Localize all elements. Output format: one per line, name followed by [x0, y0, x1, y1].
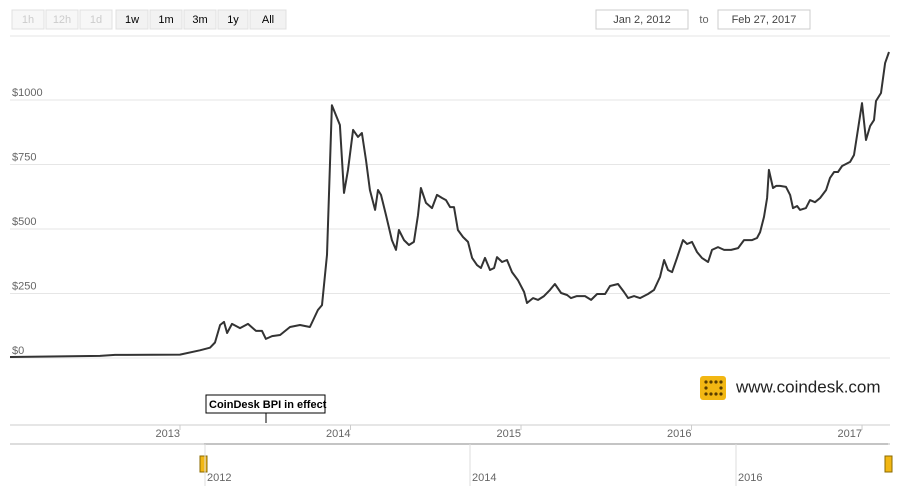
range-button-label[interactable]: 1y — [227, 14, 239, 26]
range-button-label: 1d — [90, 14, 102, 26]
y-tick-label: $500 — [12, 216, 36, 228]
range-button[interactable] — [217, 9, 249, 30]
logo-dots — [704, 380, 723, 396]
logo-text: www.coindesk.com — [735, 377, 881, 396]
range-button[interactable] — [115, 9, 149, 30]
date-to-input[interactable] — [717, 9, 811, 30]
range-button-label[interactable]: 1w — [125, 14, 139, 26]
range-button — [11, 9, 45, 30]
x-tick-label: 2016 — [667, 428, 691, 440]
date-separator: to — [699, 14, 708, 26]
range-button-label[interactable]: 3m — [192, 14, 207, 26]
range-button-label: 1h — [22, 14, 34, 26]
annotation: CoinDesk BPI in effect — [209, 399, 327, 411]
range-button-label[interactable]: 1m — [158, 14, 173, 26]
x-tick-label: 2014 — [326, 428, 350, 440]
navigator — [10, 444, 890, 486]
y-tick-label: $750 — [12, 151, 36, 163]
navigator-handle[interactable] — [884, 455, 893, 473]
navigator-handle[interactable] — [199, 455, 208, 473]
x-tick-label: 2017 — [838, 428, 862, 440]
range-button[interactable] — [183, 9, 217, 30]
date-to[interactable]: Feb 27, 2017 — [732, 14, 797, 26]
range-button[interactable] — [149, 9, 183, 30]
navigator-label: 2014 — [472, 472, 496, 484]
y-tick-label: $250 — [12, 280, 36, 292]
range-button — [45, 9, 79, 30]
range-button — [79, 9, 113, 30]
price-line — [9, 51, 890, 358]
range-button-label: 12h — [53, 14, 71, 26]
date-from-input[interactable] — [595, 9, 689, 30]
x-tick-label: 2013 — [156, 428, 180, 440]
navigator-label: 2016 — [738, 472, 762, 484]
navigator-label: 2012 — [207, 472, 231, 484]
range-button-label[interactable]: All — [262, 14, 274, 26]
y-tick-label: $1000 — [12, 87, 43, 99]
range-button[interactable] — [249, 9, 287, 30]
x-tick-label: 2015 — [497, 428, 521, 440]
date-from[interactable]: Jan 2, 2012 — [613, 14, 671, 26]
y-tick-label: $0 — [12, 345, 24, 357]
